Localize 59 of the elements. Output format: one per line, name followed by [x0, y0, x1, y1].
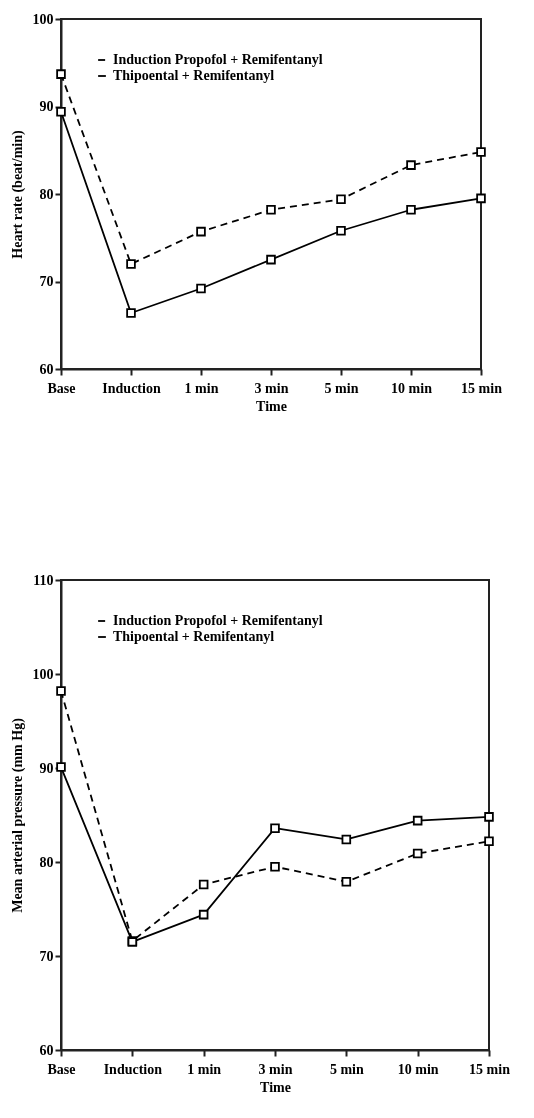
point — [476, 193, 486, 204]
point — [126, 259, 136, 269]
point — [126, 308, 136, 318]
y-tick-label: 90 — [39, 99, 54, 114]
point — [56, 686, 66, 696]
point — [484, 812, 494, 822]
point — [198, 879, 209, 890]
x-tick-label: 1 min — [184, 380, 219, 396]
y-tick-label: 80 — [39, 854, 54, 870]
point — [270, 823, 280, 833]
x-tick-label: 5 min — [324, 380, 359, 396]
x-tick-label: 3 min — [254, 380, 289, 396]
x-tick-label: 3 min — [258, 1061, 293, 1077]
x-tick-label: Base — [47, 1061, 76, 1077]
point — [196, 283, 206, 294]
x-axis-title: Time — [256, 398, 287, 414]
y-tick-label: 70 — [39, 948, 54, 964]
point — [336, 194, 346, 205]
point — [412, 848, 423, 859]
point — [56, 106, 66, 117]
y-tick-label: 80 — [39, 186, 54, 202]
x-tick-label: 5 min — [329, 1061, 364, 1077]
y-tick-label: 60 — [39, 361, 54, 377]
point — [406, 204, 416, 215]
y-tick-label: 100 — [32, 666, 54, 682]
legend-label: Thipoental + Remifentanyl — [113, 629, 275, 644]
point — [341, 876, 352, 887]
y-tick-label: 70 — [39, 274, 54, 289]
x-tick-label: 15 min — [469, 1061, 511, 1077]
point — [196, 226, 206, 237]
point — [484, 836, 494, 847]
x-axis-title: Time — [260, 1079, 291, 1095]
point — [270, 861, 280, 872]
x-tick-label: 15 min — [461, 380, 503, 396]
point — [56, 762, 66, 772]
y-axis-title: Heart rate (beat/min) — [9, 130, 26, 259]
point — [336, 225, 346, 236]
x-tick-label: Base — [47, 380, 76, 396]
point — [56, 69, 66, 79]
point — [198, 909, 209, 920]
y-tick-label: 110 — [33, 572, 54, 588]
x-tick-label: 1 min — [187, 1061, 222, 1077]
point — [412, 815, 423, 826]
x-tick-label: Induction — [102, 380, 161, 396]
point — [476, 147, 486, 157]
y-axis-title: Mean arterial pressure (mm Hg) — [9, 717, 26, 913]
point — [406, 160, 416, 170]
legend-label: Induction Propofol + Remifentanyl — [113, 613, 323, 628]
x-tick-label: 10 min — [397, 1061, 439, 1077]
y-tick-label: 90 — [39, 760, 54, 776]
x-tick-label: Induction — [103, 1061, 163, 1077]
point — [266, 204, 276, 215]
y-tick-label: 60 — [39, 1042, 54, 1058]
point — [266, 254, 276, 265]
legend-label: Thipoental + Remifentanyl — [113, 68, 275, 83]
x-tick-label: 10 min — [391, 380, 433, 396]
legend-label: Induction Propofol + Remifentanyl — [113, 52, 323, 67]
point — [341, 834, 352, 845]
y-tick-label: 100 — [32, 11, 54, 27]
